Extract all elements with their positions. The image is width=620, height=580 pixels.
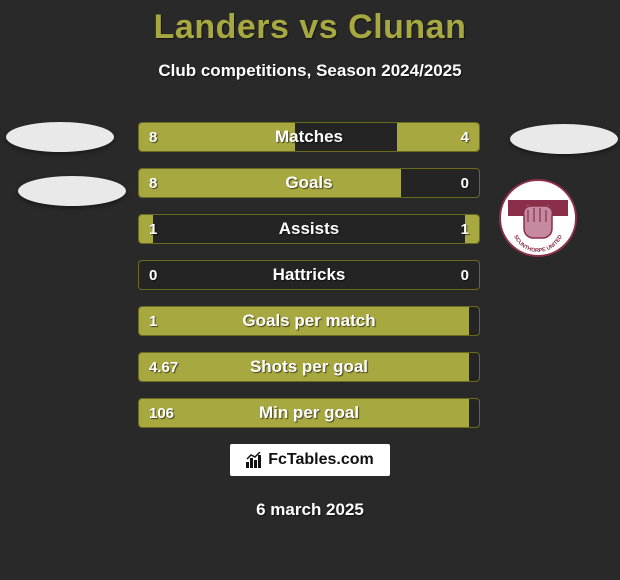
stat-value-right: 4 (451, 123, 479, 151)
stat-value-left: 8 (139, 169, 167, 197)
stat-bar-left (139, 399, 469, 427)
stat-value-left: 4.67 (139, 353, 188, 381)
stat-bar-left (139, 307, 469, 335)
stat-value-left: 106 (139, 399, 184, 427)
stat-bar-left (139, 353, 469, 381)
date-label: 6 march 2025 (0, 500, 620, 520)
comparison-bars: 84Matches80Goals11Assists00Hattricks1Goa… (138, 122, 480, 444)
stat-value-left: 1 (139, 307, 167, 335)
stat-value-right: 0 (451, 261, 479, 289)
stat-value-right (459, 307, 479, 335)
stat-label: Hattricks (139, 261, 479, 289)
player2-avatar-ellipse (510, 124, 618, 154)
stat-value-right: 0 (451, 169, 479, 197)
stat-value-right (459, 399, 479, 427)
page-title: Landers vs Clunan (0, 0, 620, 47)
stat-value-right (459, 353, 479, 381)
stat-row: 4.67Shots per goal (138, 352, 480, 382)
stat-row: 0 0Hattricks (138, 260, 480, 290)
subtitle: Club competitions, Season 2024/2025 (0, 61, 620, 81)
player1-name: Landers (154, 8, 290, 46)
stat-value-left: 1 (139, 215, 167, 243)
stat-bar-left (139, 169, 401, 197)
stat-value-left: 8 (139, 123, 167, 151)
player2-name: Clunan (348, 8, 466, 46)
stat-value-right: 1 (451, 215, 479, 243)
stat-row: 80Goals (138, 168, 480, 198)
player1-avatar-top (6, 122, 114, 152)
player2-club-badge: IRON SCUNTHORPE UNITED (498, 178, 574, 254)
stat-row: 1 1Assists (138, 214, 480, 244)
stat-row: 106Min per goal (138, 398, 480, 428)
site-logo: FcTables.com (230, 444, 390, 476)
stat-label: Assists (139, 215, 479, 243)
vs-label: vs (299, 8, 338, 46)
site-logo-text: FcTables.com (268, 451, 374, 469)
stat-row: 1Goals per match (138, 306, 480, 336)
stat-value-left: 0 (139, 261, 167, 289)
player1-avatar-bottom (18, 176, 126, 206)
chart-icon (246, 452, 264, 468)
stat-row: 84Matches (138, 122, 480, 152)
